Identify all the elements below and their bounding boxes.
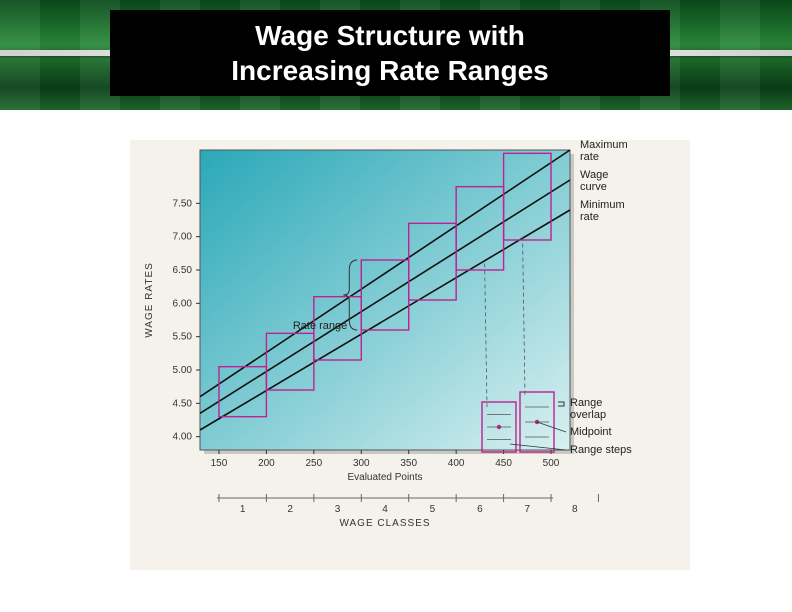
svg-text:6.00: 6.00 — [173, 298, 193, 309]
svg-text:Maximum: Maximum — [580, 140, 628, 151]
svg-text:rate: rate — [580, 211, 599, 223]
svg-text:7.50: 7.50 — [173, 198, 193, 209]
svg-text:450: 450 — [495, 458, 512, 469]
svg-text:400: 400 — [448, 458, 465, 469]
svg-text:300: 300 — [353, 458, 370, 469]
svg-text:200: 200 — [258, 458, 275, 469]
svg-text:4.50: 4.50 — [173, 398, 193, 409]
svg-text:1: 1 — [240, 504, 246, 515]
svg-text:Midpoint: Midpoint — [570, 426, 612, 438]
svg-text:Rate range: Rate range — [293, 320, 347, 332]
svg-text:5.50: 5.50 — [173, 332, 193, 343]
svg-text:5: 5 — [430, 504, 436, 515]
svg-text:Evaluated Points: Evaluated Points — [347, 472, 422, 483]
svg-text:overlap: overlap — [570, 409, 606, 421]
svg-text:rate: rate — [580, 151, 599, 163]
svg-text:curve: curve — [580, 181, 607, 193]
slide-title: Wage Structure with Increasing Rate Rang… — [110, 10, 670, 96]
svg-text:4.00: 4.00 — [173, 432, 193, 443]
svg-text:7: 7 — [525, 504, 531, 515]
svg-text:WAGE CLASSES: WAGE CLASSES — [339, 518, 430, 529]
svg-text:Range steps: Range steps — [570, 444, 632, 456]
svg-text:7.00: 7.00 — [173, 232, 193, 243]
svg-text:3: 3 — [335, 504, 341, 515]
svg-text:150: 150 — [211, 458, 228, 469]
svg-text:500: 500 — [543, 458, 560, 469]
title-line-1: Wage Structure with — [255, 18, 525, 53]
svg-text:6: 6 — [477, 504, 483, 515]
svg-text:8: 8 — [572, 504, 578, 515]
svg-text:Minimum: Minimum — [580, 199, 625, 211]
svg-text:WAGE RATES: WAGE RATES — [144, 262, 155, 338]
svg-text:Range: Range — [570, 397, 602, 409]
svg-text:4: 4 — [382, 504, 388, 515]
svg-text:Wage: Wage — [580, 169, 608, 181]
svg-text:2: 2 — [287, 504, 293, 515]
svg-text:5.00: 5.00 — [173, 365, 193, 376]
header-banner: Wage Structure with Increasing Rate Rang… — [0, 0, 792, 110]
wage-structure-chart: 4.00 4.50 5.00 5.50 6.00 6.50 7.00 7.50 WAGE RAT… — [130, 140, 690, 570]
svg-text:250: 250 — [306, 458, 323, 469]
title-line-2: Increasing Rate Ranges — [231, 53, 548, 88]
svg-text:350: 350 — [400, 458, 417, 469]
svg-text:6.50: 6.50 — [173, 265, 193, 276]
